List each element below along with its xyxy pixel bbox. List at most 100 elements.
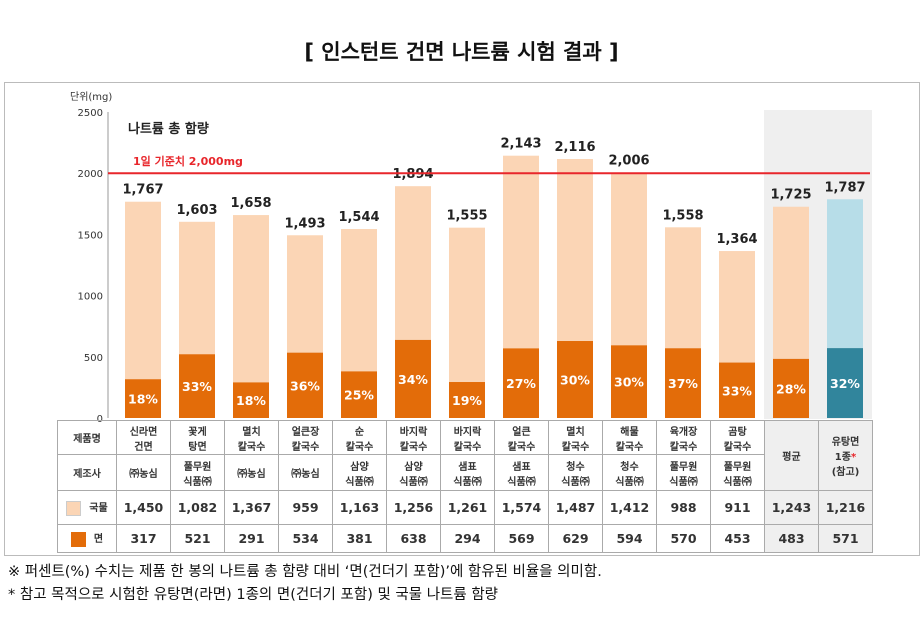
cell: ㈜농심 — [116, 454, 171, 491]
bar-noodle — [449, 382, 485, 418]
cell: 1,574 — [494, 490, 549, 525]
cell: ㈜농심 — [224, 454, 279, 491]
cell: 바지락 칼국수 — [440, 420, 495, 455]
cell: 638 — [386, 524, 441, 553]
bar-noodle — [719, 362, 755, 418]
percent-label: 27% — [506, 376, 536, 391]
bar-noodle — [665, 348, 701, 418]
cell: ㈜농심 — [278, 454, 333, 491]
cell: 풀무원 식품㈜ — [656, 454, 711, 491]
product-row: 제품명 신라면 건면 꽃게 탕면 멸치 칼국수 얼큰장 칼국수 순 칼국수 바지락 칼국수 바지락 칼국수 얼… — [57, 420, 873, 491]
page-title: [ 인스턴트 건면 나트륨 시험 결과 ] — [304, 40, 619, 64]
soup-header: 국물 — [57, 490, 117, 525]
bar-noodle — [503, 348, 539, 418]
total-label: 1,603 — [176, 203, 217, 218]
cell: 1,216 — [818, 490, 873, 525]
cell: 순 칼국수 — [332, 420, 387, 455]
cell: 483 — [764, 524, 819, 553]
bar-noodle — [287, 352, 323, 418]
total-label: 1,544 — [338, 210, 379, 225]
bar-soup — [179, 221, 215, 355]
y-tick-label: 2000 — [78, 169, 103, 180]
percent-label: 33% — [182, 379, 212, 394]
bar-soup — [827, 199, 863, 349]
percent-label: 25% — [344, 388, 374, 403]
percent-label: 34% — [398, 372, 428, 387]
bar-soup — [665, 227, 701, 349]
footnote-reference: * 참고 목적으로 시험한 유탕면(라면) 1종의 면(건더기 포함) 및 국물… — [8, 587, 499, 603]
cell: 521 — [170, 524, 225, 553]
bar-soup — [125, 201, 161, 380]
cell: 꽃게 탕면 — [170, 420, 225, 455]
cell: 534 — [278, 524, 333, 553]
bar-soup — [719, 251, 755, 363]
y-tick-label: 500 — [84, 353, 103, 364]
percent-label: 36% — [290, 378, 320, 393]
cell: 911 — [710, 490, 765, 525]
cell: 381 — [332, 524, 387, 553]
cell: 959 — [278, 490, 333, 525]
bar-soup — [449, 227, 485, 383]
percent-label: 28% — [776, 381, 806, 396]
cell: 629 — [548, 524, 603, 553]
bar-soup — [557, 159, 593, 342]
cell: 유탕면 1종* (참고) — [818, 420, 873, 491]
total-label: 2,143 — [500, 137, 541, 152]
cell: 풀무원 식품㈜ — [710, 454, 765, 491]
percent-label: 30% — [560, 373, 590, 388]
cell: 샘표 식품㈜ — [494, 454, 549, 491]
cell: 얼큰장 칼국수 — [278, 420, 333, 455]
bar-noodle — [233, 382, 269, 418]
cell: 곰탕 칼국수 — [710, 420, 765, 455]
bar-noodle — [179, 354, 215, 418]
bar-noodle — [773, 358, 809, 418]
percent-label: 33% — [722, 383, 752, 398]
bar-soup — [341, 229, 377, 372]
cell: 바지락 칼국수 — [386, 420, 441, 455]
soup-row: 국물 1,450 1,082 1,367 959 1,163 1,256 1,261 1,574… — [57, 490, 873, 525]
total-label: 2,006 — [608, 153, 649, 168]
cell: 삼양 식품㈜ — [332, 454, 387, 491]
bar-soup — [503, 155, 539, 349]
bar-noodle — [611, 345, 647, 418]
cell: 1,082 — [170, 490, 225, 525]
cell: 570 — [656, 524, 711, 553]
bar-noodle — [557, 341, 593, 418]
total-label: 1,658 — [230, 196, 271, 211]
percent-label: 18% — [128, 392, 158, 407]
percent-label: 30% — [614, 375, 644, 390]
cell: 1,261 — [440, 490, 495, 525]
cell: 294 — [440, 524, 495, 553]
cell: 신라면 건면 — [116, 420, 171, 455]
cell: 1,163 — [332, 490, 387, 525]
total-label: 1,767 — [122, 183, 163, 198]
noodle-header: 면 — [57, 524, 117, 553]
total-label: 1,558 — [662, 208, 703, 223]
bar-noodle — [341, 371, 377, 418]
total-label: 1,894 — [392, 167, 433, 182]
cell: 삼양 식품㈜ — [386, 454, 441, 491]
total-label: 1,493 — [284, 216, 325, 231]
cell: 594 — [602, 524, 657, 553]
bar-noodle — [125, 379, 161, 418]
bar-noodle — [395, 339, 431, 418]
cell: 청수 식품㈜ — [548, 454, 603, 491]
product-header: 제품명 — [57, 420, 117, 455]
cell: 평균 — [764, 420, 819, 491]
cell: 풀무원 식품㈜ — [170, 454, 225, 491]
cell: 1,450 — [116, 490, 171, 525]
y-tick-label: 2500 — [78, 108, 103, 119]
percent-label: 37% — [668, 376, 698, 391]
percent-label: 18% — [236, 393, 266, 408]
bar-soup — [773, 206, 809, 359]
cell: 569 — [494, 524, 549, 553]
legend-swatch — [66, 500, 82, 516]
bar-soup — [287, 235, 323, 353]
percent-label: 19% — [452, 393, 482, 408]
cell: 샘표 식품㈜ — [440, 454, 495, 491]
total-label: 1,787 — [824, 180, 865, 195]
bar-noodle — [827, 348, 863, 418]
cell: 육개장 칼국수 — [656, 420, 711, 455]
